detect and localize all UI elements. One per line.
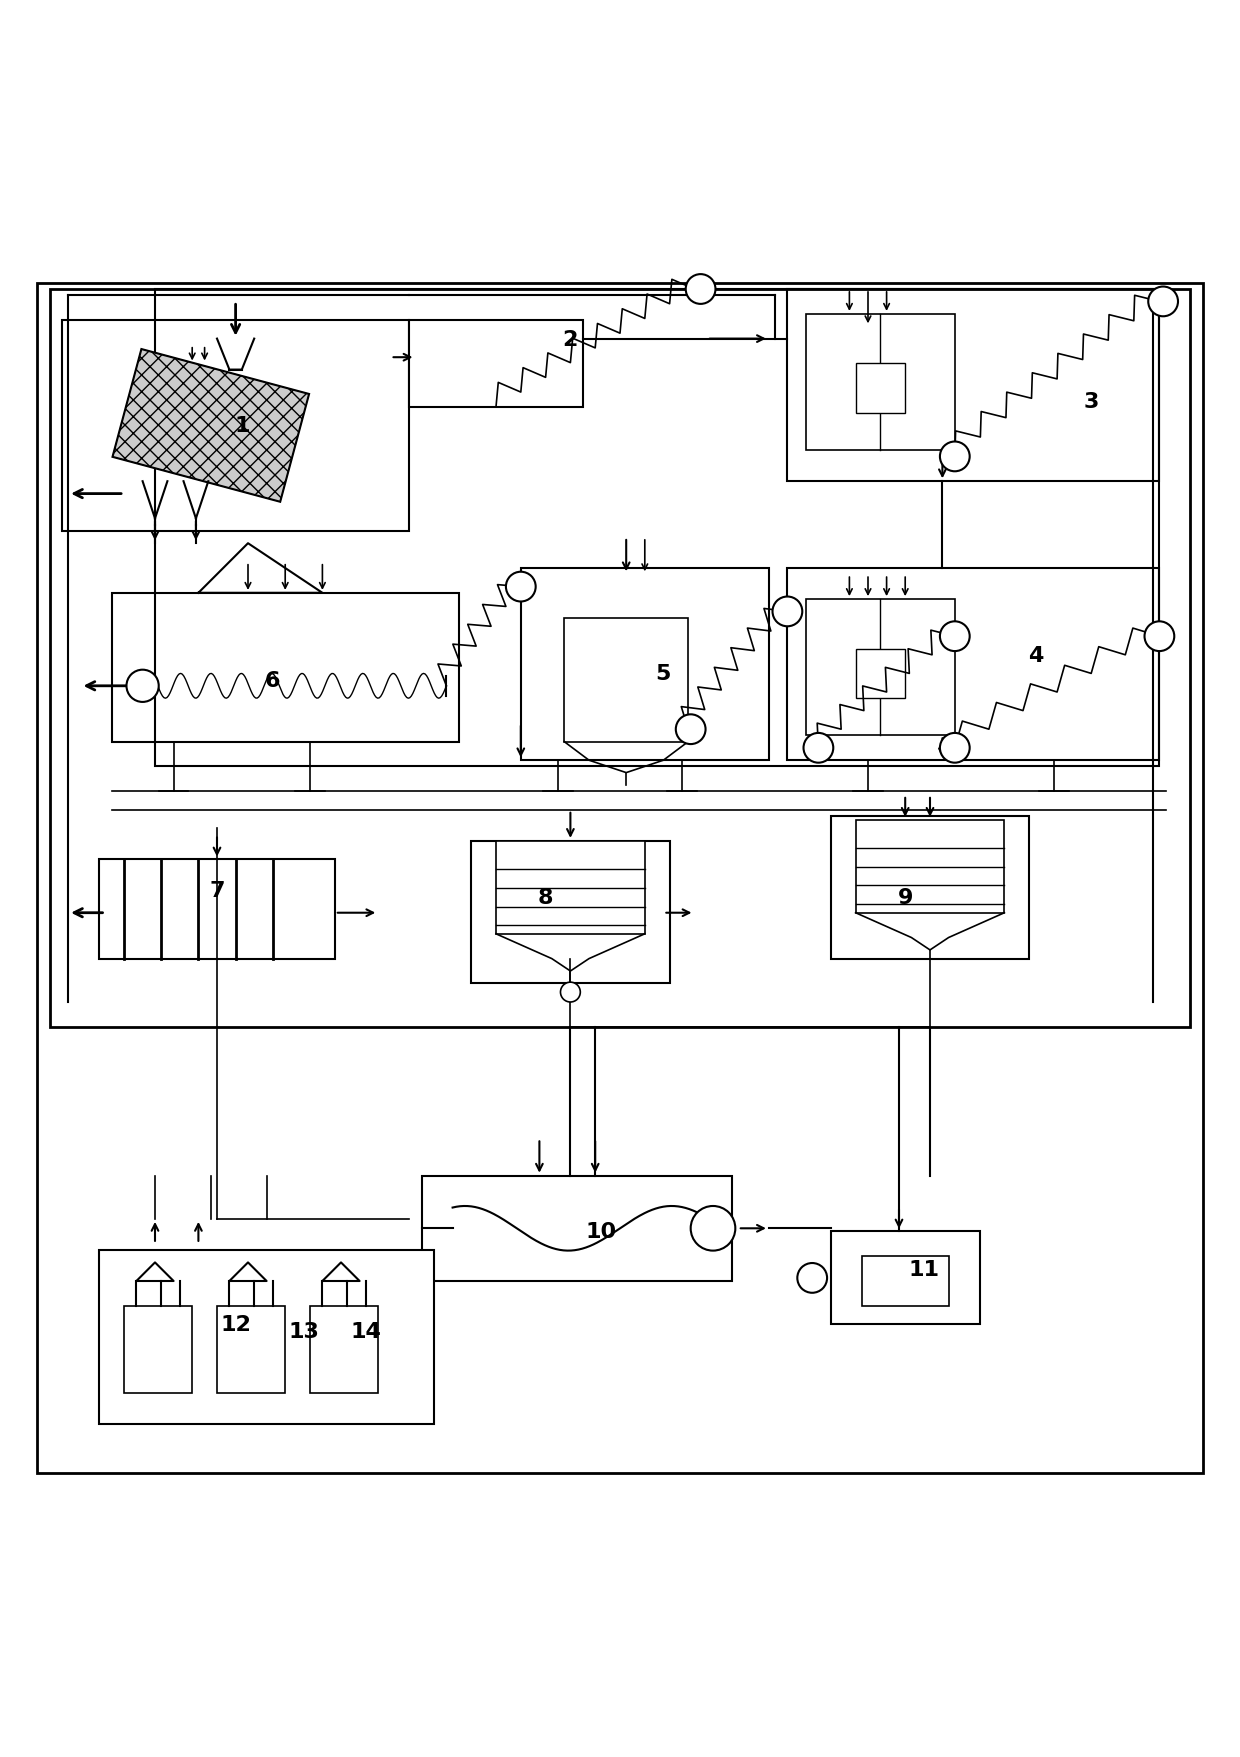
Bar <box>806 599 955 736</box>
Text: 10: 10 <box>585 1221 618 1242</box>
Text: 4: 4 <box>1028 645 1043 666</box>
Circle shape <box>676 715 706 745</box>
Bar <box>787 569 1159 761</box>
Text: 13: 13 <box>289 1321 319 1341</box>
Circle shape <box>940 622 970 652</box>
Circle shape <box>560 982 580 1003</box>
Bar <box>496 842 645 935</box>
Text: 11: 11 <box>908 1258 940 1279</box>
Bar <box>521 569 769 761</box>
Bar <box>564 618 688 741</box>
Text: 12: 12 <box>221 1314 250 1335</box>
Bar <box>409 322 583 408</box>
Bar <box>62 322 409 532</box>
Circle shape <box>506 573 536 603</box>
Circle shape <box>1148 288 1178 316</box>
Bar <box>99 859 335 959</box>
Bar <box>831 1232 980 1325</box>
Bar <box>155 290 1159 768</box>
Circle shape <box>691 1207 735 1251</box>
Bar <box>112 594 459 741</box>
Text: 2: 2 <box>563 329 578 350</box>
Circle shape <box>940 733 970 763</box>
Circle shape <box>773 597 802 627</box>
Bar <box>50 290 1190 1028</box>
Bar <box>806 315 955 452</box>
Circle shape <box>797 1263 827 1293</box>
Bar <box>310 1305 378 1393</box>
Bar <box>856 821 1004 914</box>
Polygon shape <box>113 350 309 503</box>
Circle shape <box>1145 622 1174 652</box>
Bar <box>787 290 1159 481</box>
Text: 8: 8 <box>538 887 553 907</box>
Text: 1: 1 <box>234 416 249 436</box>
Bar <box>862 1256 949 1305</box>
Text: 6: 6 <box>265 669 280 691</box>
Bar <box>856 650 905 699</box>
Circle shape <box>686 274 715 304</box>
Text: 9: 9 <box>898 887 913 907</box>
Bar <box>856 364 905 413</box>
Text: 3: 3 <box>1084 392 1099 411</box>
Circle shape <box>940 443 970 473</box>
Bar <box>422 1175 732 1281</box>
Bar <box>124 1305 192 1393</box>
Bar <box>831 817 1029 959</box>
Bar <box>99 1251 434 1423</box>
Text: 14: 14 <box>351 1321 381 1341</box>
Text: 5: 5 <box>656 664 671 683</box>
Bar <box>217 1305 285 1393</box>
Circle shape <box>804 733 833 763</box>
Circle shape <box>126 671 159 703</box>
Bar <box>471 842 670 984</box>
Text: 7: 7 <box>210 880 224 901</box>
